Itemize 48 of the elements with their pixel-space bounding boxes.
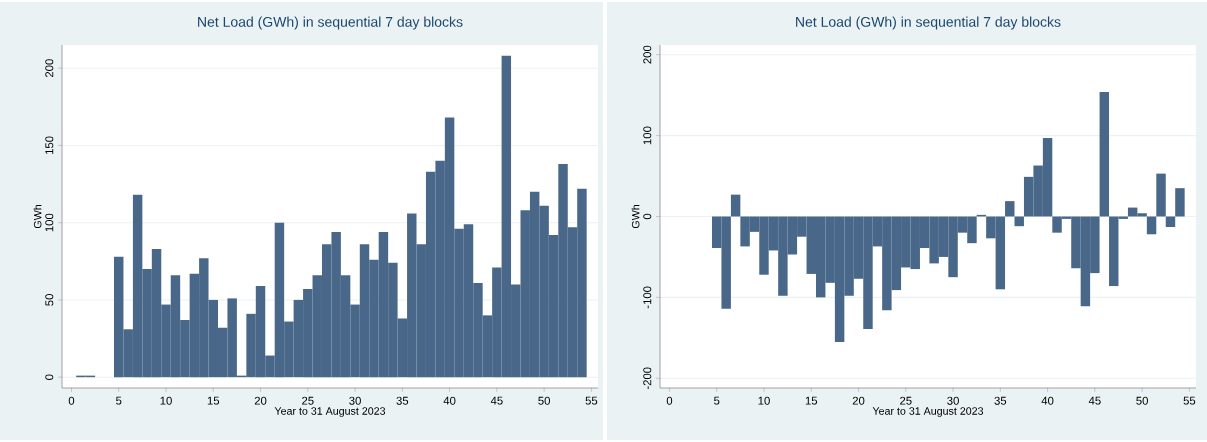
bar [1156, 173, 1166, 217]
y-tick-label: 200 [45, 59, 54, 78]
x-axis-title: Year to 31 August 2023 [872, 407, 984, 417]
x-tick-label: 0 [68, 396, 75, 405]
y-axis-title: GWh [33, 205, 42, 229]
x-axis-title: Year to 31 August 2023 [274, 407, 386, 417]
bar [1175, 188, 1185, 217]
y-tick-label: 100 [643, 126, 652, 145]
x-tick-label: 40 [1041, 396, 1054, 405]
x-tick-label: 30 [349, 396, 361, 405]
bar [1165, 216, 1176, 228]
x-tick-label: 25 [900, 396, 912, 405]
x-tick-label: 50 [1136, 396, 1148, 405]
x-tick-label: 45 [1088, 396, 1101, 405]
x-tick-label: 0 [666, 396, 673, 405]
x-tick-label: 40 [443, 396, 456, 405]
x-tick-label: 50 [538, 396, 550, 405]
y-tick-label: -200 [643, 367, 652, 390]
x-tick-label: 10 [758, 396, 770, 405]
x-tick-label: 55 [585, 396, 598, 405]
bar [1146, 216, 1157, 235]
y-tick-label: 50 [45, 294, 54, 306]
chart-title: Net Load (GWh) in sequential 7 day blocks [796, 16, 1061, 30]
x-tick-label: 15 [207, 396, 220, 405]
x-tick-label: 30 [947, 396, 959, 405]
bar [1099, 91, 1110, 217]
x-tick-label: 5 [116, 396, 122, 405]
chart-title: Net Load (GWh) in sequential 7 day blocks [198, 16, 463, 30]
bar [1005, 201, 1015, 217]
bar [1014, 216, 1024, 227]
x-tick-label: 20 [254, 396, 267, 405]
x-tick-label: 25 [302, 396, 314, 405]
bar [730, 194, 741, 217]
x-tick-label: 45 [490, 396, 503, 405]
y-tick-label: -100 [643, 286, 652, 309]
x-tick-label: 5 [714, 396, 720, 405]
y-tick-label: 0 [643, 213, 652, 220]
y-tick-label: 0 [45, 374, 54, 380]
x-tick-label: 10 [160, 396, 172, 405]
x-tick-label: 35 [396, 396, 409, 405]
y-tick-label: 100 [45, 213, 54, 232]
y-tick-label: 150 [45, 136, 54, 155]
x-tick-label: 55 [1183, 396, 1196, 405]
y-tick-label: 200 [643, 45, 652, 64]
x-tick-label: 15 [805, 396, 818, 405]
x-tick-label: 35 [994, 396, 1007, 405]
y-axis-title: GWh [631, 205, 640, 229]
x-tick-label: 20 [852, 396, 865, 405]
